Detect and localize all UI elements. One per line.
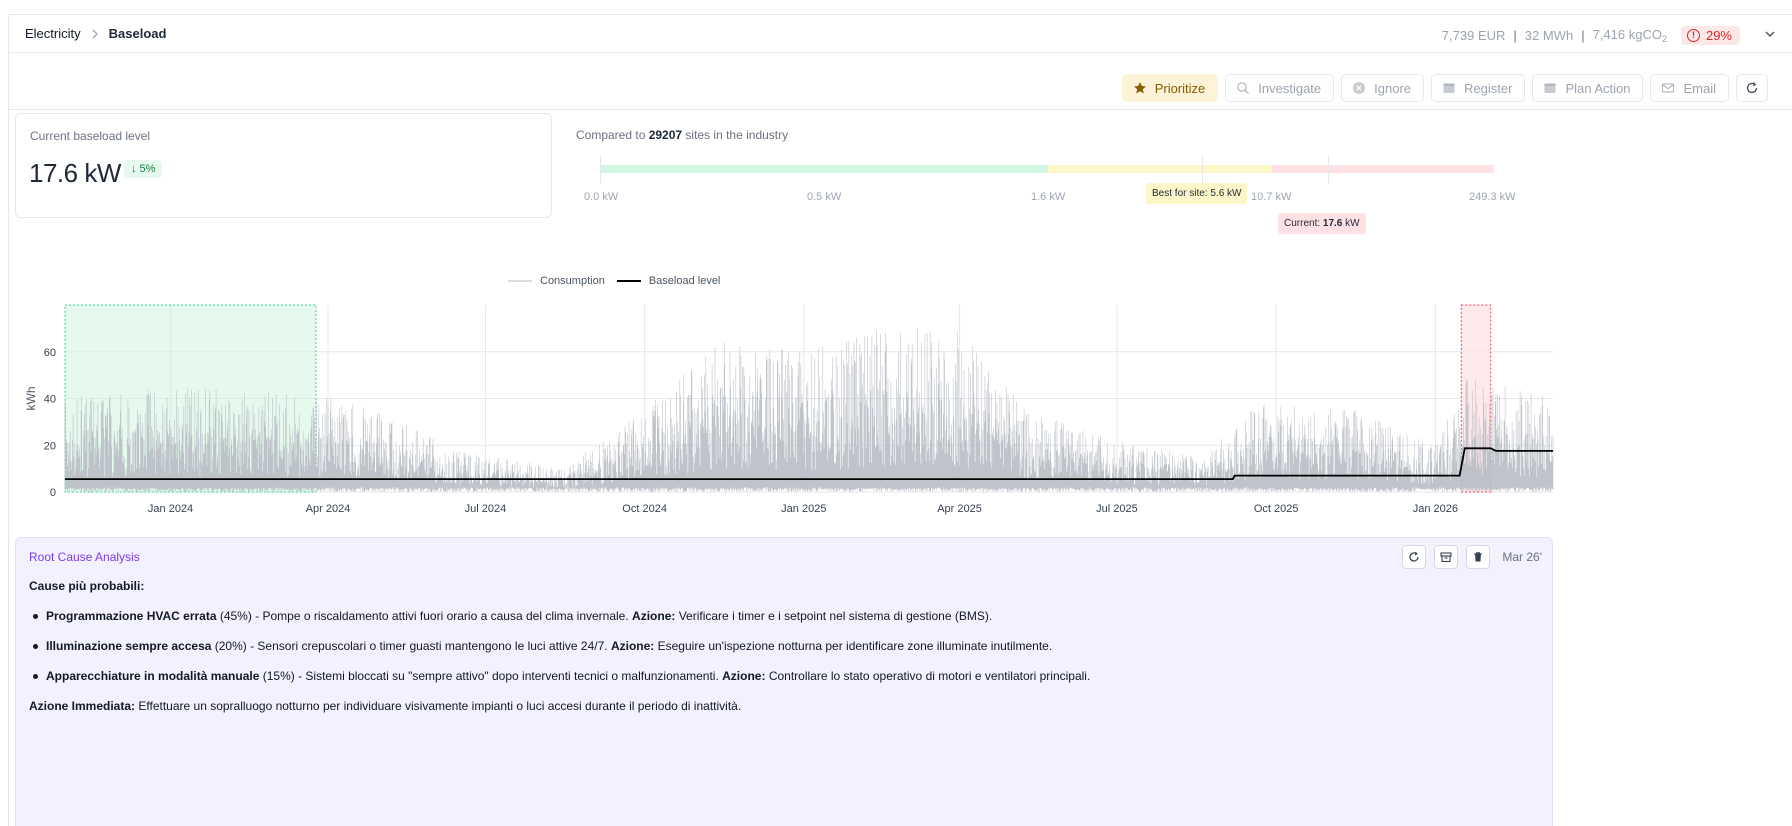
star-icon xyxy=(1133,82,1146,94)
rca-archive-button[interactable] xyxy=(1434,545,1459,569)
baseload-card: Current baseload level 17.6 kW ↓ 5% xyxy=(15,113,552,218)
breadcrumb-electricity[interactable]: Electricity xyxy=(25,26,81,41)
x-tick-label: Jul 2025 xyxy=(1096,503,1138,515)
archive-icon xyxy=(1440,552,1452,563)
rca-cause-item: Illuminazione sempre accesa (20%) - Sens… xyxy=(29,638,1532,654)
rca-regenerate-button[interactable] xyxy=(1402,545,1427,569)
best-for-site-tooltip: Best for site: 5.6 kW xyxy=(1146,183,1248,204)
scale-label-0: 0.0 kW xyxy=(584,191,619,203)
x-tick-label: Oct 2025 xyxy=(1254,503,1299,515)
industry-site-count: 29207 xyxy=(648,128,683,142)
root-cause-analysis-panel: Root Cause Analysis Mar 26' Cause più pr… xyxy=(15,537,1553,826)
chevron-down-icon xyxy=(1765,31,1775,37)
ignore-button[interactable]: Ignore xyxy=(1341,74,1425,102)
legend-swatch-baseload xyxy=(616,280,641,282)
rca-cause-item: Apparecchiature in modalità manuale (15%… xyxy=(29,668,1532,684)
scale-label-4: 249.3 kW xyxy=(1469,191,1516,203)
rca-cause-item: Programmazione HVAC errata (45%) - Pompe… xyxy=(29,608,1532,624)
refresh-icon xyxy=(1409,551,1419,562)
legend-swatch-consumption xyxy=(508,280,532,282)
header-stats: 7,739 EUR | 32 MWh | 7,416 kgCO2 ! 29% xyxy=(1442,26,1740,45)
rca-heading: Cause più probabili: xyxy=(29,579,145,593)
rca-cause-list: Programmazione HVAC errata (45%) - Pompe… xyxy=(29,608,1532,684)
panel-header: Electricity Baseload 7,739 EUR | 32 MWh … xyxy=(9,15,1792,53)
scale-zone-mid xyxy=(1048,165,1272,173)
x-tick-label: Jan 2025 xyxy=(781,503,826,515)
email-button[interactable]: Email xyxy=(1650,74,1729,102)
rca-title: Root Cause Analysis xyxy=(29,550,140,564)
scale-zone-bad xyxy=(1272,165,1494,173)
close-circle-icon xyxy=(1353,82,1366,94)
emissions-stat: 7,416 kgCO2 xyxy=(1592,27,1667,44)
x-tick-label: Jan 2024 xyxy=(148,503,193,515)
scale-zone-good xyxy=(600,165,1048,173)
refresh-icon xyxy=(1746,82,1758,94)
baseload-delta-badge: ↓ 5% xyxy=(124,160,163,178)
industry-scale-bar xyxy=(584,155,1494,183)
register-button[interactable]: Register xyxy=(1431,74,1526,102)
scale-label-1: 0.5 kW xyxy=(807,191,842,203)
scale-tick xyxy=(1202,155,1203,183)
severity-badge: ! 29% xyxy=(1680,26,1740,45)
prioritize-button[interactable]: Prioritize xyxy=(1121,74,1219,102)
mail-icon xyxy=(1662,83,1675,93)
breadcrumb-baseload: Baseload xyxy=(108,26,167,41)
current-level-tooltip: Current: 17.6 kW xyxy=(1278,213,1366,234)
cost-stat: 7,739 EUR xyxy=(1441,28,1506,43)
scale-tick xyxy=(1328,155,1329,183)
x-tick-label: Oct 2024 xyxy=(622,503,667,515)
rca-content: Cause più probabili: Programmazione HVAC… xyxy=(29,578,1532,714)
x-tick-label: Apr 2024 xyxy=(306,503,351,515)
y-tick-label: 40 xyxy=(44,394,56,406)
legend-label-consumption[interactable]: Consumption xyxy=(540,275,605,287)
chart-legend: Consumption Baseload level xyxy=(508,275,720,287)
breadcrumb: Electricity Baseload xyxy=(25,26,166,41)
industry-compare-label: Compared to 29207 sites in the industry xyxy=(576,128,789,142)
baseload-series xyxy=(65,447,1553,480)
scale-label-3: 10.7 kW xyxy=(1251,191,1292,203)
rca-immediate-action: Azione Immediata: Effettuare un soprallu… xyxy=(29,699,742,713)
trash-icon xyxy=(1474,552,1483,562)
legend-label-baseload[interactable]: Baseload level xyxy=(648,275,721,287)
x-tick-label: Jan 2026 xyxy=(1413,503,1458,515)
y-axis-title: kWh xyxy=(24,387,38,411)
scale-tick xyxy=(600,155,601,183)
consumption-chart[interactable]: 0 20 40 60 kWh Jan 2024 Apr 2024 Jul 2024 Oct 20… xyxy=(8,292,1558,524)
search-icon xyxy=(1237,82,1250,94)
severity-value: 29% xyxy=(1705,28,1732,43)
investigate-button[interactable]: Investigate xyxy=(1225,74,1335,102)
energy-stat: 32 MWh xyxy=(1524,28,1574,43)
rca-toolbar: Mar 26' xyxy=(1402,545,1542,569)
alert-circle-icon: ! xyxy=(1686,29,1700,42)
y-tick-label: 0 xyxy=(50,487,56,499)
rca-delete-button[interactable] xyxy=(1466,545,1491,569)
x-tick-label: Jul 2024 xyxy=(465,503,507,515)
rca-date: Mar 26' xyxy=(1502,550,1542,564)
x-tick-label: Apr 2025 xyxy=(937,503,982,515)
scale-label-2: 1.6 kW xyxy=(1031,191,1066,203)
y-tick-label: 60 xyxy=(44,347,56,359)
plan-action-button[interactable]: Plan Action xyxy=(1532,74,1644,102)
refresh-button[interactable] xyxy=(1736,74,1768,102)
calendar-icon xyxy=(1544,83,1556,93)
register-icon xyxy=(1443,83,1455,93)
y-tick-label: 20 xyxy=(44,440,56,452)
baseload-label: Current baseload level xyxy=(30,129,151,143)
chevron-right-icon xyxy=(92,29,98,38)
action-toolbar: Prioritize Investigate Ignore Register P… xyxy=(9,54,1792,110)
collapse-button[interactable] xyxy=(1760,24,1780,44)
baseload-value: 17.6 kW xyxy=(29,158,121,188)
